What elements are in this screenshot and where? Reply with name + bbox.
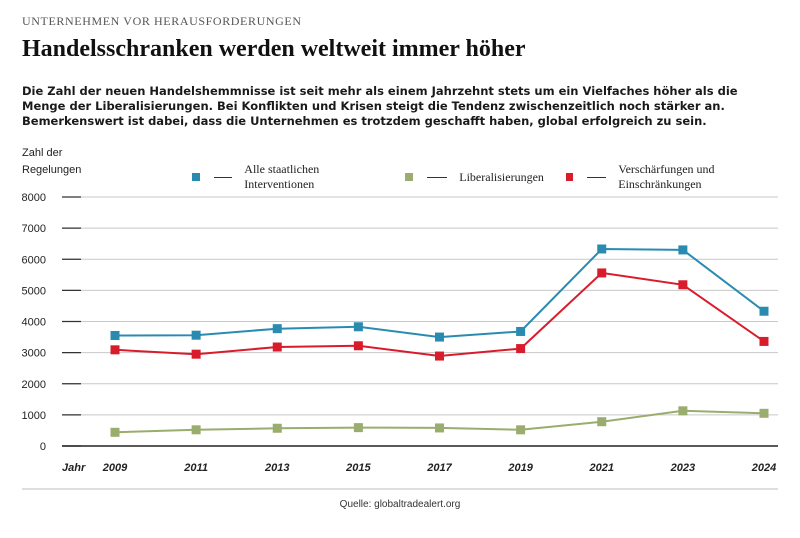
kicker: UNTERNEHMEN VOR HERAUSFORDERUNGEN: [22, 14, 302, 28]
lead-paragraph: Die Zahl der neuen Handelshemmnisse ist …: [22, 84, 738, 128]
data-point: [110, 345, 120, 355]
y-tick-label: 5000: [22, 285, 46, 297]
y-tick-label: 7000: [22, 223, 46, 235]
data-point: [435, 351, 444, 361]
data-point: [272, 342, 282, 352]
data-point: [353, 341, 363, 351]
legend-item-all: Alle staatlichen Interventionen: [192, 162, 383, 192]
legend-dash: [427, 176, 448, 178]
y-tick-label: 0: [40, 441, 46, 453]
data-point: [759, 306, 769, 316]
data-point: [597, 268, 607, 278]
legend-item-verschaerfungen: Verschärfungen und Einschränkungen: [565, 162, 790, 192]
x-tick-label: 2013: [264, 462, 289, 474]
data-point: [272, 423, 282, 433]
data-point: [597, 244, 607, 254]
legend-swatch-liberalisierungen: [405, 173, 414, 181]
x-tick-label: 2019: [507, 462, 533, 474]
legend-dash: [587, 176, 607, 178]
data-point: [678, 280, 688, 290]
source-note: Quelle: globaltradealert.org: [339, 499, 461, 510]
y-axis-label: Zahl der Regelungen: [22, 145, 102, 179]
legend-swatch-all: [192, 173, 200, 181]
y-tick-label: 1000: [22, 410, 46, 422]
data-point: [759, 336, 769, 346]
data-point: [678, 245, 688, 255]
legend-label-verschaerfungen: Verschärfungen und Einschränkungen: [618, 162, 715, 191]
legend-swatch-verschaerfungen: [565, 173, 574, 181]
legend-label-liberalisierungen: Liberalisierungen: [459, 169, 544, 184]
x-tick-label: 2009: [102, 462, 128, 474]
data-point: [678, 406, 688, 416]
data-point: [191, 330, 201, 340]
data-point: [597, 417, 607, 427]
data-point: [516, 344, 526, 354]
data-point: [191, 425, 201, 435]
y-axis-label-line-1: Zahl der: [22, 147, 63, 159]
data-point: [435, 332, 444, 342]
data-point: [516, 425, 526, 435]
chart-title: Handelsschranken werden weltweit immer h…: [22, 36, 526, 62]
x-tick-label: 2024: [751, 462, 776, 474]
data-point: [272, 324, 282, 334]
data-point: [191, 349, 201, 359]
y-tick-label: 4000: [22, 317, 46, 329]
y-tick-label: 8000: [22, 192, 46, 204]
x-tick-label: 2011: [183, 462, 208, 474]
x-tick-label: 2015: [345, 462, 371, 474]
y-tick-label: 2000: [22, 379, 46, 391]
data-point: [110, 427, 120, 437]
data-point: [435, 423, 444, 433]
legend: Alle staatlichen Interventionen Liberali…: [192, 162, 790, 192]
y-tick-label: 6000: [22, 254, 46, 266]
x-tick-label: 2023: [670, 462, 695, 474]
x-tick-label: 2017: [426, 462, 452, 474]
series-line-2: [114, 271, 765, 358]
legend-item-liberalisierungen: Liberalisierungen: [405, 170, 544, 185]
x-tick-label: 2021: [589, 462, 614, 474]
legend-label-all: Alle staatlichen Interventionen: [244, 162, 320, 191]
series-line-0: [114, 247, 765, 339]
y-tick-label: 3000: [22, 348, 46, 360]
data-point: [353, 322, 363, 332]
data-point: [516, 326, 526, 336]
data-point: [110, 331, 120, 341]
data-point: [759, 408, 769, 418]
y-axis-label-line-2: Regelungen: [22, 164, 82, 176]
legend-dash: [213, 176, 233, 178]
x-axis-label: Jahr: [62, 462, 86, 474]
data-point: [353, 423, 363, 433]
